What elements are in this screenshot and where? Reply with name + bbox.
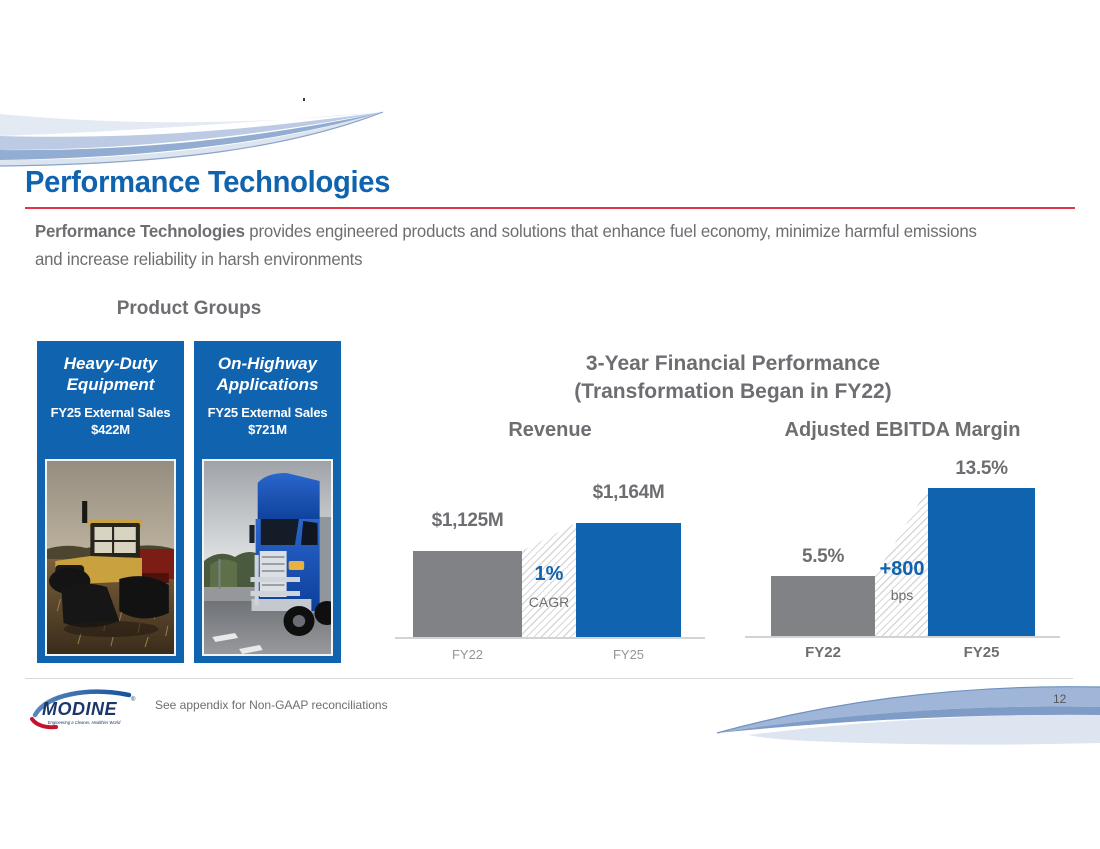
logo-registered-mark: ® [131, 696, 136, 703]
bps-label: bps [890, 587, 914, 603]
truck-photo [202, 459, 333, 656]
cagr-label: CAGR [528, 594, 570, 610]
intro-line1-rest: provides engineered products and solutio… [244, 221, 977, 241]
card-sales: FY25 External Sales $422M [50, 405, 171, 437]
bar-fy25 [928, 488, 1035, 636]
intro-lead-bold: Performance Technologies [35, 221, 245, 241]
top-swoosh-decoration [0, 111, 384, 167]
logo-tagline: Engineering a Cleaner, Healthier World [48, 720, 121, 725]
bar-value-label: 13.5% [955, 458, 1008, 479]
x-tick-fy25: FY25 [612, 647, 645, 662]
bottom-swoosh-decoration [716, 686, 1100, 745]
x-tick-fy25: FY25 [963, 644, 1000, 661]
card-sales: FY25 External Sales $721M [207, 405, 328, 437]
bar-fy22 [413, 551, 522, 637]
x-tick-fy22: FY22 [451, 647, 484, 662]
x-axis-line [745, 636, 1060, 638]
bps-value: +800 [879, 558, 925, 580]
bar-value-label: $1,125M [431, 510, 504, 531]
ebitda-chart-title: Adjusted EBITDA Margin [784, 419, 1021, 441]
footer-divider [25, 678, 1073, 679]
page-number: 12 [1053, 692, 1067, 706]
product-groups-heading: Product Groups [116, 298, 262, 319]
logo-wordmark: MODINE [42, 699, 117, 719]
revenue-chart-title: Revenue [508, 419, 592, 441]
logo-red-swoosh [30, 717, 58, 730]
card-title: On-Highway Applications [216, 354, 319, 394]
page-title: Performance Technologies [25, 164, 391, 199]
logo-blue-swoosh [32, 689, 132, 718]
cagr-value: 1% [534, 563, 564, 585]
bar-value-label: $1,164M [592, 482, 665, 503]
modine-logo: MODINE ® Engineering a Cleaner, Healthie… [30, 689, 136, 730]
title-underline-rule [25, 207, 1075, 209]
financials-heading: 3-Year Financial Performance (Transforma… [574, 352, 892, 403]
product-card-heavy-duty: Heavy-Duty Equipment FY25 External Sales… [37, 341, 184, 663]
bar-fy25 [576, 523, 681, 637]
tractor-photo [45, 459, 176, 656]
x-tick-fy22: FY22 [805, 644, 841, 661]
intro-line2: and increase reliability in harsh enviro… [35, 249, 363, 269]
bar-fy22 [771, 576, 875, 636]
footer-note: See appendix for Non-GAAP reconciliation… [155, 698, 388, 712]
x-axis-line [395, 637, 705, 639]
bar-value-label: 5.5% [801, 546, 845, 567]
revenue-chart: $1,125M $1,164M 1% CAGR FY22 FY25 [395, 450, 705, 665]
ebitda-chart: 5.5% 13.5% +800 bps FY22 FY25 [745, 450, 1060, 665]
card-title: Heavy-Duty Equipment [63, 354, 158, 394]
stray-period-mark [303, 98, 305, 101]
product-card-on-highway: On-Highway Applications FY25 External Sa… [194, 341, 341, 663]
intro-paragraph: Performance Technologies provides engine… [35, 217, 1038, 273]
intro-line1: Performance Technologies provides engine… [35, 217, 1038, 245]
